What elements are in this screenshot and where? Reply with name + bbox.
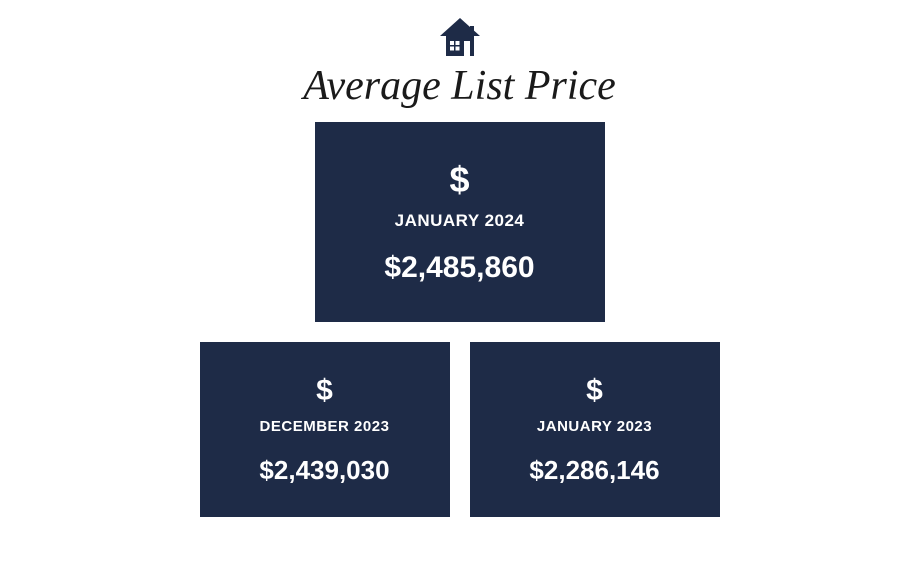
- top-row: $ JANUARY 2024 $2,485,860: [315, 122, 605, 322]
- bottom-row: $ DECEMBER 2023 $2,439,030 $ JANUARY 202…: [200, 342, 720, 517]
- dollar-icon: $: [449, 159, 469, 201]
- cards-container: $ JANUARY 2024 $2,485,860 $ DECEMBER 202…: [200, 122, 720, 517]
- price-value: $2,485,860: [384, 251, 534, 285]
- month-label: DECEMBER 2023: [260, 418, 390, 435]
- page-title: Average List Price: [303, 62, 616, 110]
- house-icon: [438, 18, 482, 58]
- card-prev-month: $ DECEMBER 2023 $2,439,030: [200, 342, 450, 517]
- price-value: $2,439,030: [259, 455, 389, 486]
- dollar-icon: $: [586, 374, 603, 408]
- month-label: JANUARY 2023: [537, 418, 652, 435]
- price-value: $2,286,146: [529, 455, 659, 486]
- card-current-month: $ JANUARY 2024 $2,485,860: [315, 122, 605, 322]
- month-label: JANUARY 2024: [395, 211, 525, 231]
- card-prev-year: $ JANUARY 2023 $2,286,146: [470, 342, 720, 517]
- dollar-icon: $: [316, 374, 333, 408]
